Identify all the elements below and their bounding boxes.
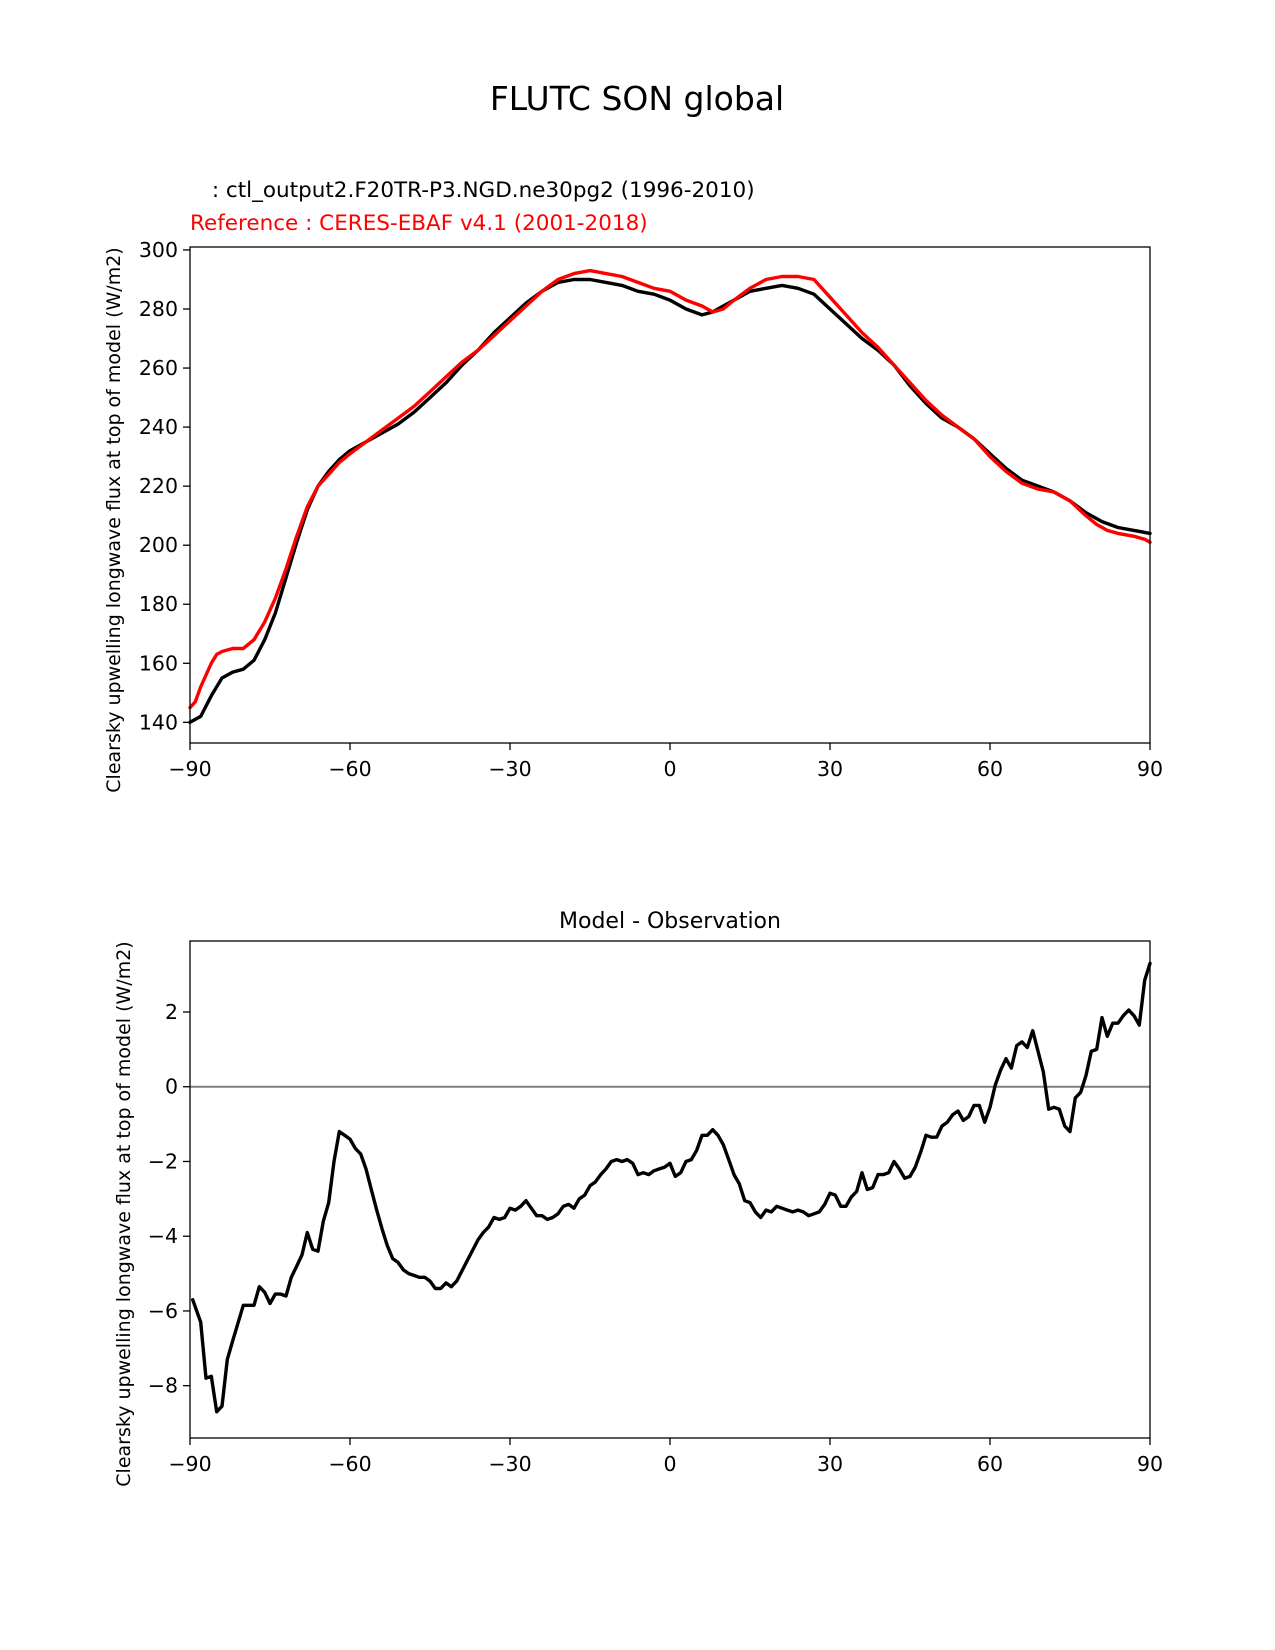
x-tick-label: 30 [817,1452,843,1476]
y-tick-label: 240 [139,415,178,439]
x-tick-label: −90 [168,757,211,781]
y-tick-label: 300 [139,238,178,262]
difference-plot-title: Model - Observation [559,909,781,934]
bottom-plot-frame [189,940,1151,1439]
bottom-panel-line-chart: Model - Observation Clearsky upwelling l… [113,909,1163,1487]
x-tick-label: 90 [1137,1452,1163,1476]
x-tick-label: −90 [168,1452,211,1476]
x-tick-label: −60 [328,757,371,781]
y-tick-label: 160 [139,651,178,675]
y-tick-label: −2 [148,1149,178,1173]
x-tick-label: −30 [488,1452,531,1476]
y-tick-label: 2 [165,1000,178,1024]
top-series-lines [188,268,1152,724]
x-tick-label: 0 [663,1452,676,1476]
test-series-line [188,277,1152,724]
top-x-ticks: −90 −60 −30 0 30 60 90 [168,743,1163,781]
x-tick-label: −30 [488,757,531,781]
y-tick-label: −6 [148,1299,178,1323]
top-y-ticks: 140 160 180 200 220 240 260 280 300 [139,238,190,734]
reference-series-line [188,268,1152,710]
y-tick-label: 220 [139,474,178,498]
top-plot-frame [189,246,1151,744]
y-tick-label: 180 [139,592,178,616]
x-tick-label: 30 [817,757,843,781]
bottom-y-axis-label: Clearsky upwelling longwave flux at top … [113,941,135,1486]
test-series-label: : ctl_output2.F20TR-P3.NGD.ne30pg2 (1996… [205,178,755,203]
y-tick-label: 280 [139,297,178,321]
reference-series-label: Reference : CERES-EBAF v4.1 (2001-2018) [190,211,648,236]
x-tick-label: 60 [977,757,1003,781]
x-tick-label: −60 [328,1452,371,1476]
difference-series-line [190,961,1152,1414]
top-panel-line-chart: : ctl_output2.F20TR-P3.NGD.ne30pg2 (1996… [103,178,1163,793]
x-tick-label: 90 [1137,757,1163,781]
x-tick-label: 0 [663,757,676,781]
top-y-axis-label: Clearsky upwelling longwave flux at top … [103,247,125,792]
y-tick-label: −8 [148,1374,178,1398]
x-tick-label: 60 [977,1452,1003,1476]
bottom-series-lines [190,961,1152,1414]
bottom-x-ticks: −90 −60 −30 0 30 60 90 [168,1438,1163,1476]
y-tick-label: 0 [165,1075,178,1099]
y-tick-label: 140 [139,710,178,734]
y-tick-label: −4 [148,1224,178,1248]
bottom-y-ticks: −8 −6 −4 −2 0 2 [148,1000,190,1398]
figure-title: FLUTC SON global [490,79,784,118]
y-tick-label: 260 [139,356,178,380]
y-tick-label: 200 [139,533,178,557]
